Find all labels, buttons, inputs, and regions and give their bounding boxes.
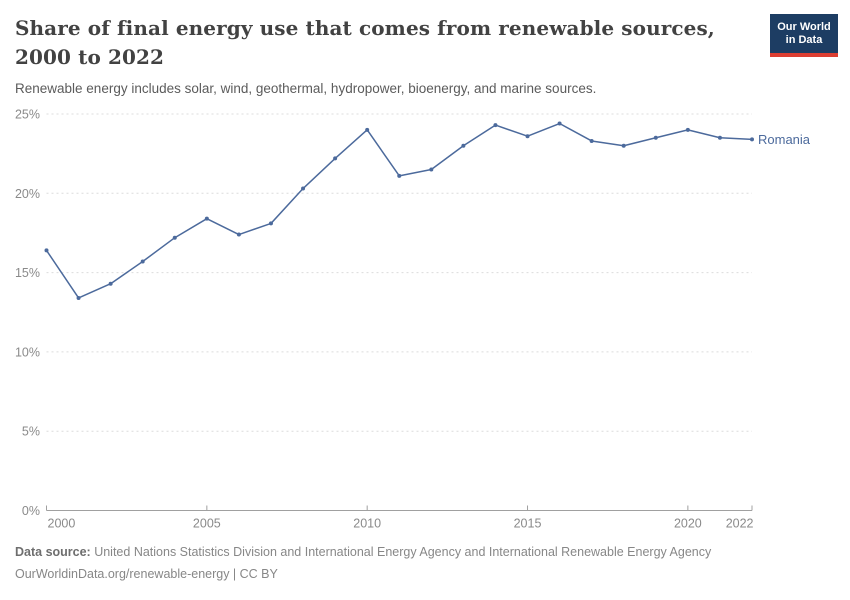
data-source-line: Data source: United Nations Statistics D… — [15, 541, 795, 563]
data-point[interactable] — [525, 134, 530, 139]
chart-header: Share of final energy use that comes fro… — [15, 14, 765, 96]
x-tick-label: 2020 — [674, 517, 702, 531]
data-point[interactable] — [493, 123, 498, 128]
data-point[interactable] — [365, 127, 370, 132]
data-point[interactable] — [397, 173, 402, 178]
data-point[interactable] — [653, 135, 658, 140]
data-point[interactable] — [333, 156, 338, 161]
y-tick-label: 5% — [22, 425, 40, 439]
y-tick-label: 10% — [15, 345, 40, 359]
y-tick-label: 15% — [15, 266, 40, 280]
owid-logo-line1: Our World — [777, 21, 831, 33]
data-point[interactable] — [685, 127, 690, 132]
series-label[interactable]: Romania — [758, 132, 811, 147]
data-point[interactable] — [44, 248, 49, 253]
chart-footer: Data source: United Nations Statistics D… — [15, 541, 795, 585]
data-point[interactable] — [301, 186, 306, 191]
y-tick-label: 25% — [15, 108, 40, 122]
x-tick-label: 2015 — [514, 517, 542, 531]
data-point[interactable] — [557, 121, 562, 126]
x-tick-label: 2010 — [353, 517, 381, 531]
data-point[interactable] — [236, 232, 241, 237]
x-tick-label: 2000 — [48, 517, 76, 531]
data-point[interactable] — [717, 135, 722, 140]
data-point[interactable] — [204, 216, 209, 221]
line-chart[interactable]: 0% 5% 10% 15% 20% 25% 2000 2005 2010 2015 2020 2022… — [0, 100, 850, 538]
attribution-line[interactable]: OurWorldinData.org/renewable-energy | CC… — [15, 567, 278, 581]
y-tick-label: 20% — [15, 187, 40, 201]
data-point[interactable] — [750, 137, 754, 142]
data-point[interactable] — [140, 259, 145, 264]
x-tick-label: 2005 — [193, 517, 221, 531]
owid-logo-line2: in Data — [785, 34, 823, 46]
chart-subtitle: Renewable energy includes solar, wind, g… — [15, 81, 597, 96]
chart-title: Share of final energy use that comes fro… — [15, 16, 715, 69]
owid-logo[interactable]: Our World in Data — [770, 14, 838, 57]
x-tick-label: 2022 — [726, 517, 754, 531]
data-source-label: Data source: — [15, 545, 91, 559]
data-point[interactable] — [621, 143, 626, 148]
data-point[interactable] — [461, 143, 466, 148]
data-point[interactable] — [589, 138, 594, 143]
data-point[interactable] — [172, 235, 177, 240]
y-tick-label: 0% — [22, 504, 40, 518]
data-point[interactable] — [268, 221, 273, 226]
data-point[interactable] — [108, 281, 113, 286]
data-point[interactable] — [429, 167, 434, 172]
data-source-text: United Nations Statistics Division and I… — [90, 545, 712, 559]
data-point[interactable] — [76, 295, 81, 300]
series-line[interactable] — [45, 122, 753, 299]
